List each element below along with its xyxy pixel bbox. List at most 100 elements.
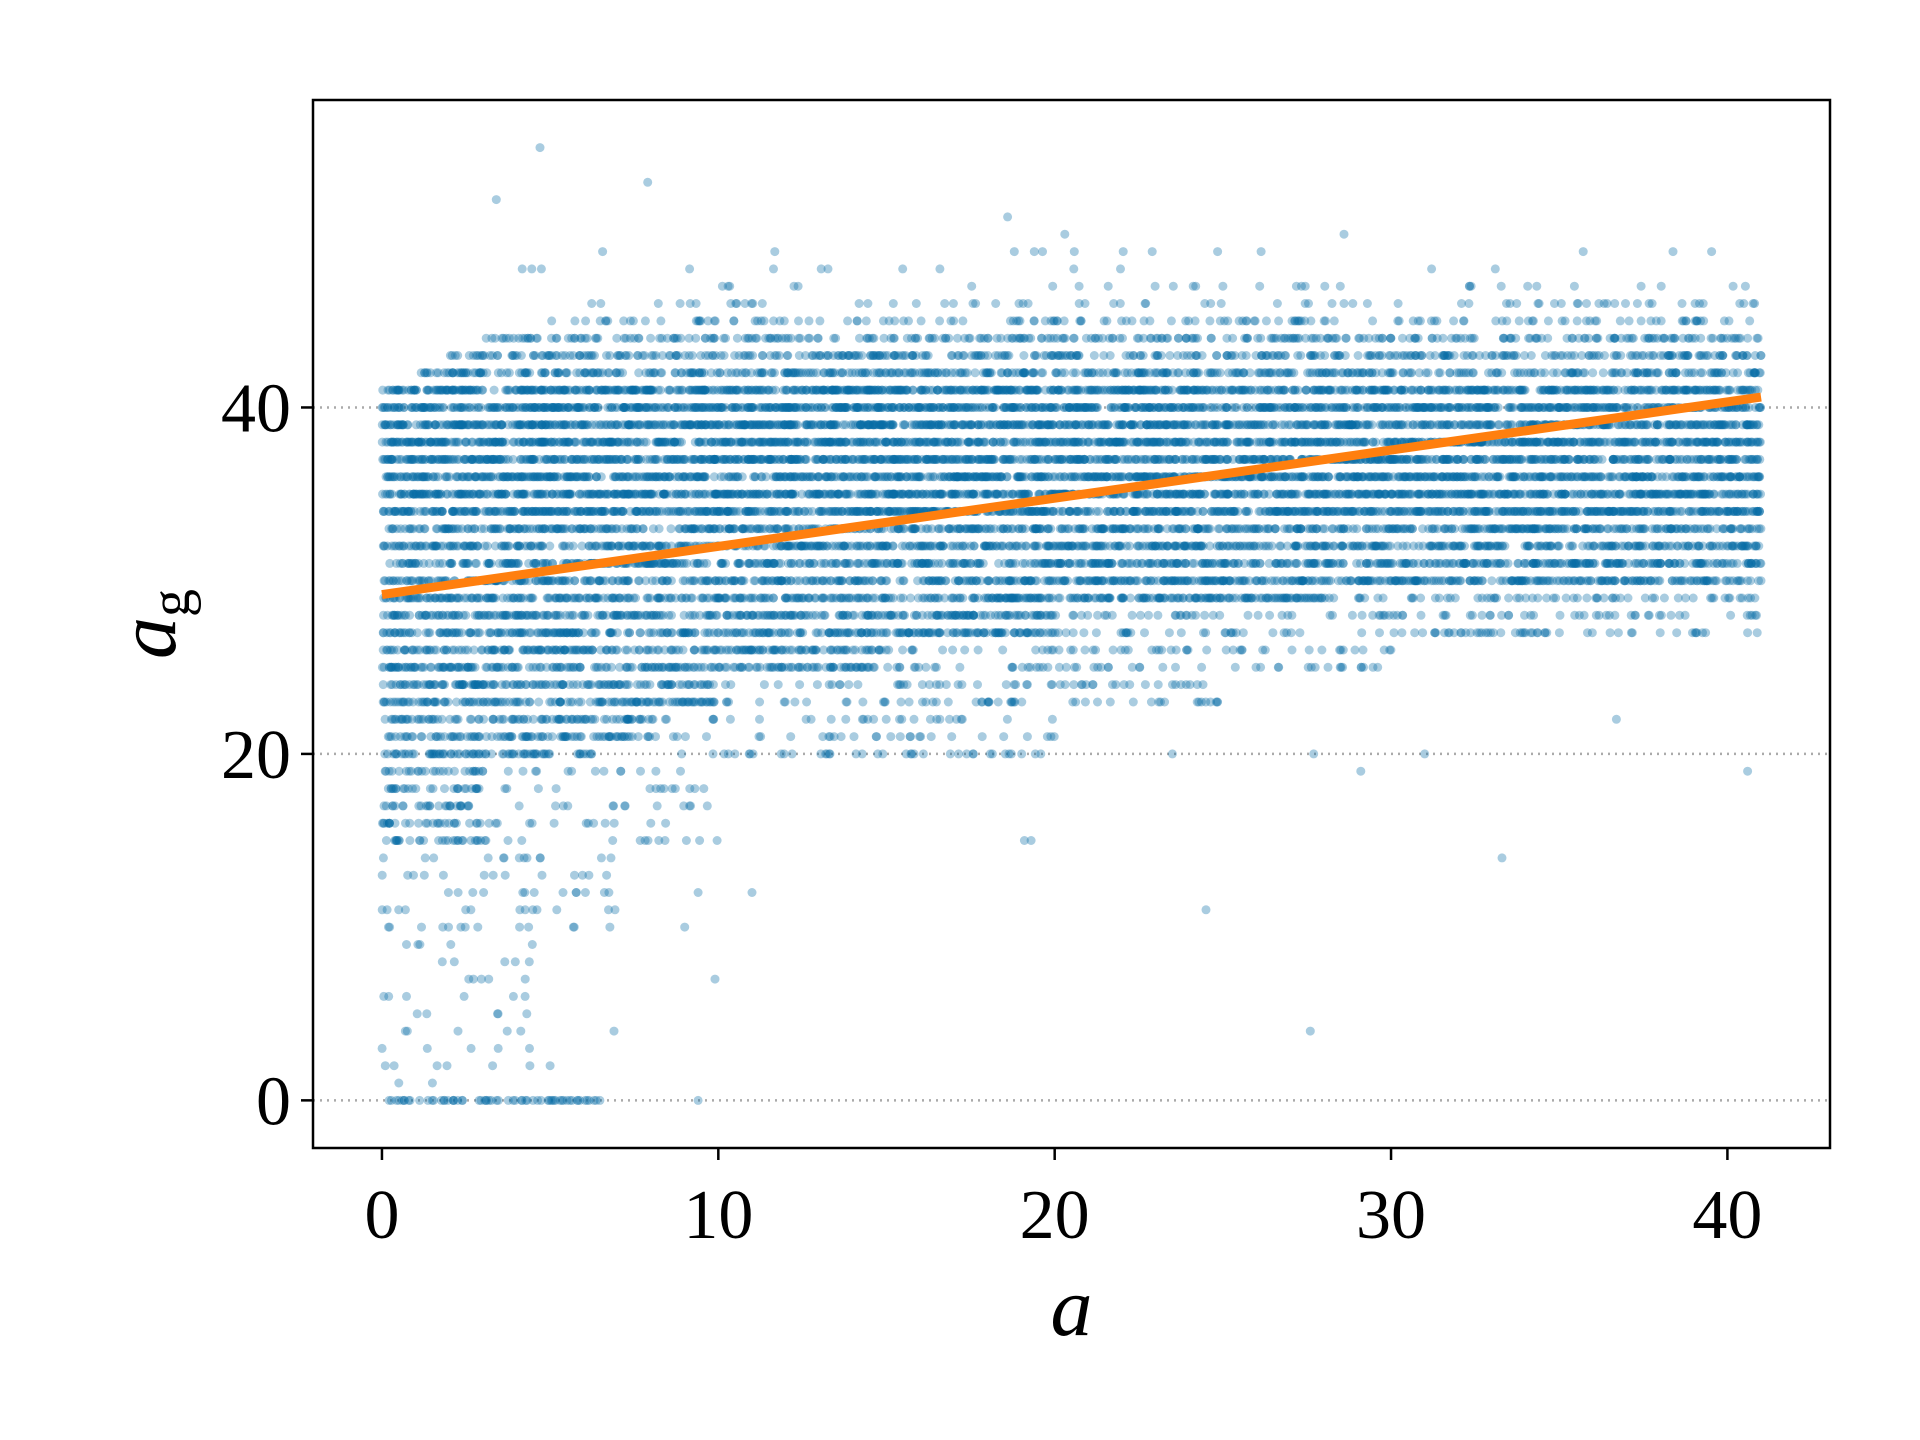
scatter-point — [420, 853, 430, 863]
scatter-point — [1135, 662, 1145, 672]
scatter-point — [453, 749, 463, 759]
scatter-point — [507, 732, 517, 742]
scatter-point — [392, 836, 402, 845]
scatter-point — [458, 697, 468, 707]
scatter-point — [571, 888, 581, 897]
scatter-point — [693, 662, 703, 672]
scatter-point — [1036, 749, 1046, 759]
scatter-point — [448, 836, 458, 845]
scatter-point — [567, 766, 577, 776]
scatter-point — [399, 1095, 409, 1105]
scatter-point — [455, 801, 465, 811]
scatter-point — [1752, 628, 1762, 638]
scatter-point — [1261, 593, 1271, 603]
scatter-point — [1303, 662, 1313, 672]
scatter-point — [1443, 628, 1453, 638]
scatter-point — [621, 645, 631, 655]
scatter-point — [1323, 662, 1333, 672]
scatter-point — [454, 645, 464, 655]
scatter-point — [584, 1095, 594, 1105]
scatter-point — [524, 922, 534, 932]
scatter-point — [1587, 628, 1597, 638]
scatter-point — [635, 836, 645, 845]
scatter-point — [555, 697, 565, 707]
scatter-point — [773, 662, 783, 672]
scatter-point — [983, 697, 993, 707]
scatter-point — [1640, 593, 1650, 603]
scatter-point — [401, 818, 410, 828]
scatter-point — [1119, 576, 1129, 586]
scatter-point — [685, 801, 695, 811]
scatter-point — [1255, 541, 1265, 551]
scatter-point — [1105, 593, 1115, 603]
scatter-point — [1528, 558, 1538, 568]
scatter-point — [449, 957, 459, 967]
scatter-point — [474, 749, 484, 759]
scatter-point — [483, 610, 493, 620]
scatter-point — [811, 576, 821, 586]
scatter-point — [397, 749, 407, 759]
scatter-point — [445, 714, 455, 724]
scatter-point — [850, 576, 860, 586]
scatter-point — [388, 749, 398, 759]
scatter-point — [461, 749, 471, 759]
scatter-point — [1162, 541, 1172, 551]
scatter-point — [498, 593, 508, 603]
scatter-points — [377, 143, 1766, 1105]
scatter-point — [1329, 593, 1339, 603]
scatter-point — [1317, 645, 1327, 655]
scatter-point — [423, 697, 433, 707]
scatter-point — [401, 749, 411, 759]
scatter-point — [560, 732, 569, 742]
scatter-point — [1362, 558, 1372, 568]
scatter-point — [437, 714, 447, 724]
scatter-point — [1228, 628, 1238, 638]
scatter-point — [1646, 576, 1656, 586]
scatter-point — [437, 957, 447, 967]
scatter-point — [991, 576, 1001, 586]
scatter-point — [443, 697, 453, 707]
scatter-point — [536, 732, 545, 742]
scatter-point — [593, 680, 603, 690]
scatter-point — [429, 749, 439, 759]
scatter-point — [419, 836, 429, 845]
scatter-point — [386, 1095, 396, 1105]
scatter-point — [392, 749, 402, 759]
scatter-point — [388, 714, 398, 724]
scatter-point — [543, 732, 553, 742]
scatter-point — [877, 576, 887, 586]
scatter-point — [408, 732, 418, 742]
scatter-point — [1043, 645, 1053, 655]
scatter-point — [567, 1095, 577, 1105]
scatter-point — [556, 732, 566, 742]
scatter-point — [474, 1095, 484, 1105]
scatter-point — [494, 714, 504, 724]
scatter-point — [1378, 593, 1388, 603]
scatter-point — [540, 749, 549, 759]
scatter-point — [779, 697, 789, 707]
scatter-point — [1036, 610, 1046, 620]
scatter-point — [388, 801, 397, 811]
scatter-point — [471, 784, 481, 794]
scatter-point — [396, 697, 406, 707]
scatter-point — [467, 784, 477, 794]
scatter-point — [598, 610, 608, 620]
scatter-point — [1176, 628, 1186, 638]
scatter-point — [438, 749, 448, 759]
scatter-point — [787, 749, 797, 759]
scatter-point — [1078, 541, 1088, 551]
scatter-point — [620, 732, 629, 742]
scatter-point — [643, 732, 653, 742]
scatter-point — [743, 662, 753, 672]
scatter-point — [1607, 593, 1617, 603]
scatter-point — [492, 1095, 502, 1105]
scatter-point — [1007, 662, 1017, 672]
scatter-point — [1695, 576, 1705, 586]
scatter-point — [510, 957, 520, 967]
scatter-point — [595, 697, 604, 707]
scatter-point — [968, 593, 978, 603]
scatter-point — [377, 905, 387, 915]
scatter-point — [466, 1043, 476, 1053]
scatter-point — [379, 541, 389, 551]
scatter-point — [570, 732, 579, 742]
